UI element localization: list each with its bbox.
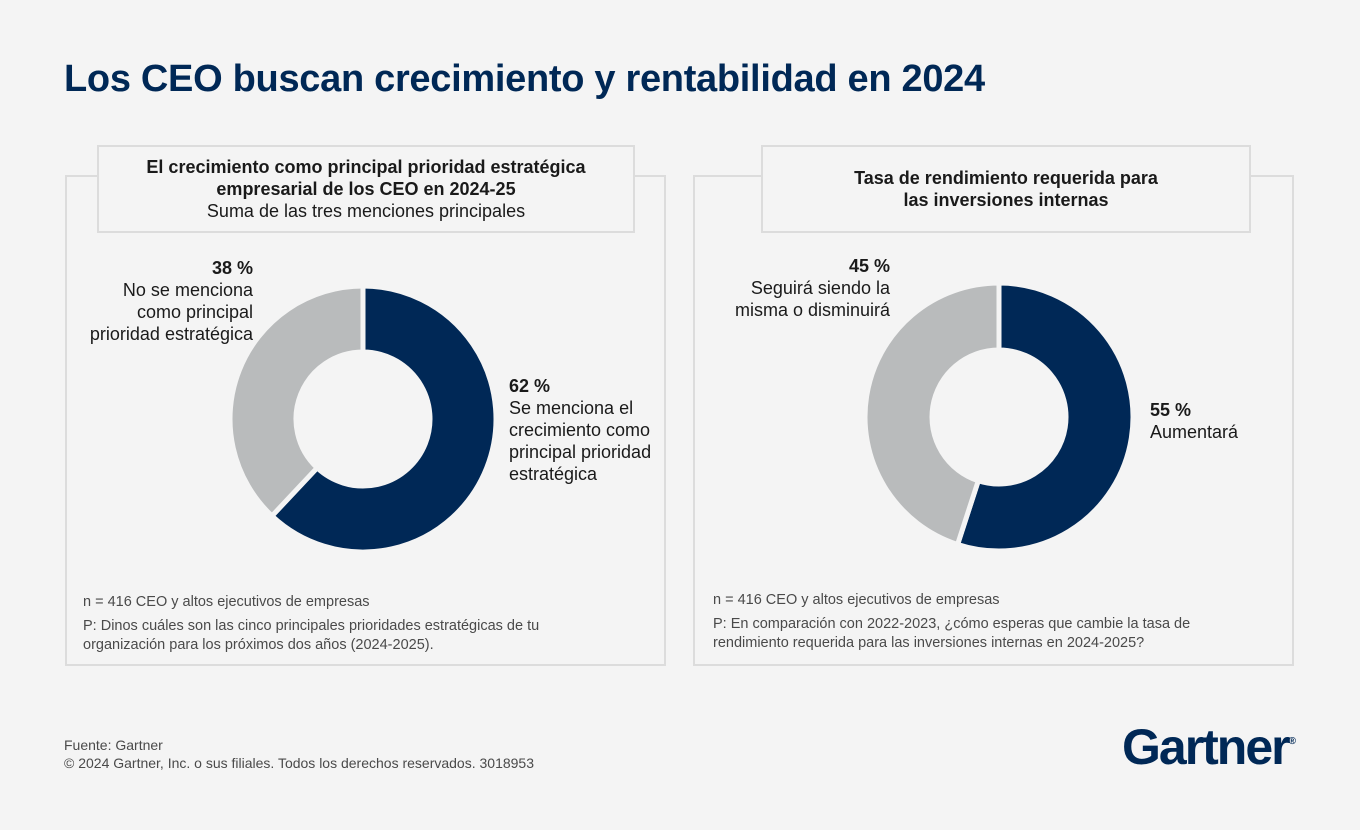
- chart-title-line-1: Tasa de rendimiento requerida para: [854, 168, 1158, 188]
- gartner-logo: Gartner®: [1122, 718, 1296, 776]
- chart-panel-growth-priority: El crecimiento como principal prioridad …: [65, 145, 669, 666]
- footer: Fuente: Gartner © 2024 Gartner, Inc. o s…: [64, 736, 534, 772]
- question-note: P: Dinos cuáles son las cinco principale…: [83, 618, 540, 653]
- chart-panel-return-rate: Tasa de rendimiento requerida para las i…: [693, 145, 1294, 666]
- page-title: Los CEO buscan crecimiento y rentabilida…: [64, 58, 985, 100]
- source-note: Fuente: Gartner: [64, 737, 163, 753]
- slice-label-increase: 55 % Aumentará: [1150, 399, 1290, 443]
- slice-pct: 62 %: [509, 376, 551, 396]
- chart-header: Tasa de rendimiento requerida para las i…: [761, 145, 1251, 233]
- logo-text: Gartner: [1122, 719, 1291, 775]
- donut-slice-secondary: [862, 280, 1002, 548]
- copyright-note: © 2024 Gartner, Inc. o sus filiales. Tod…: [64, 755, 534, 771]
- sample-size-note: n = 416 CEO y altos ejecutivos de empres…: [713, 592, 1000, 608]
- question-note: P: En comparación con 2022-2023, ¿cómo e…: [713, 616, 1191, 651]
- slice-text: No se menciona como principal prioridad …: [89, 280, 253, 344]
- donut-chart-growth: [227, 283, 499, 555]
- slice-text: Seguirá siendo la misma o disminuirá: [734, 278, 890, 320]
- chart-title-line-1: El crecimiento como principal prioridad …: [146, 157, 586, 177]
- slice-text: Aumentará: [1150, 422, 1239, 442]
- donut-slice-secondary: [227, 283, 366, 520]
- registered-mark: ®: [1288, 736, 1296, 748]
- slice-label-same-or-lower: 45 % Seguirá siendo la misma o disminuir…: [695, 255, 890, 321]
- slice-pct: 45 %: [848, 256, 890, 276]
- slice-text: Se menciona el crecimiento como principa…: [509, 398, 652, 484]
- slice-pct: 55 %: [1150, 400, 1192, 420]
- chart-title-line-2: las inversiones internas: [903, 190, 1109, 210]
- chart-header: El crecimiento como principal prioridad …: [97, 145, 635, 233]
- slice-label-mentioned: 62 % Se menciona el crecimiento como pri…: [509, 375, 669, 485]
- slice-pct: 38 %: [211, 258, 253, 278]
- chart-title-line-2: empresarial de los CEO en 2024-25: [216, 179, 516, 199]
- donut-slice-primary: [268, 283, 499, 555]
- donut-chart-return-rate: [862, 280, 1136, 554]
- chart-subtitle: Suma de las tres menciones principales: [206, 201, 526, 221]
- sample-size-note: n = 416 CEO y altos ejecutivos de empres…: [83, 594, 370, 610]
- slice-label-not-mentioned: 38 % No se menciona como principal prior…: [67, 257, 253, 345]
